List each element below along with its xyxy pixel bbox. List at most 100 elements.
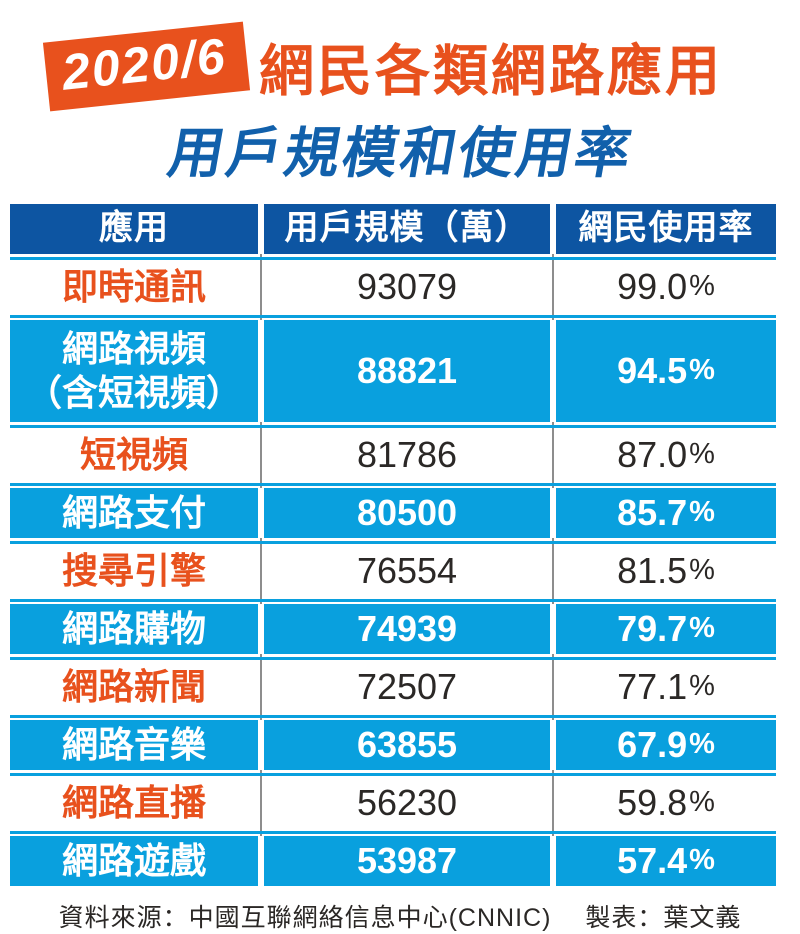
table-header-row: 應用 用戶規模（萬） 網民使用率: [10, 204, 776, 254]
divider-line: [10, 482, 776, 486]
divider-line: [10, 256, 776, 260]
usage-number: 87.0: [617, 434, 688, 476]
usage-rate-value: 99.0%: [556, 262, 776, 312]
usage-number: 67.9: [617, 724, 688, 766]
header-user-scale: 用戶規模（萬）: [264, 204, 550, 254]
row-divider: [10, 828, 776, 836]
percent-sign: %: [689, 844, 715, 877]
divider-line: [10, 830, 776, 834]
app-name: 網路支付: [10, 488, 258, 538]
column-gutter: [258, 204, 264, 254]
app-name: 網路新聞: [10, 662, 258, 712]
column-gutter: [550, 320, 556, 422]
app-name: 短視頻: [10, 430, 258, 480]
page-title-line1: 網民各類網路應用: [258, 40, 723, 102]
app-name: 網路購物: [10, 604, 258, 654]
date-badge: 2020/6: [42, 21, 250, 111]
usage-rate-value: 79.7%: [556, 604, 776, 654]
column-gutter: [258, 320, 264, 422]
table-row: 網路音樂 63855 67.9%: [10, 720, 776, 770]
usage-number: 99.0: [617, 266, 688, 308]
usage-rate-value: 81.5%: [556, 546, 776, 596]
column-gutter: [550, 204, 556, 254]
row-divider: [10, 422, 776, 430]
usage-number: 94.5: [617, 350, 688, 392]
row-divider: [10, 538, 776, 546]
percent-sign: %: [689, 438, 715, 471]
user-scale-value: 93079: [264, 262, 550, 312]
table-row: 網路視頻 （含短視頻） 88821 94.5%: [10, 320, 776, 422]
table-row: 網路直播 56230 59.8%: [10, 778, 776, 828]
app-name: 網路直播: [10, 778, 258, 828]
usage-rate-value: 94.5%: [556, 320, 776, 422]
app-name: 網路視頻 （含短視頻）: [10, 320, 258, 422]
table-row: 網路購物 74939 79.7%: [10, 604, 776, 654]
divider-line: [10, 424, 776, 428]
app-name: 網路遊戲: [10, 836, 258, 886]
row-divider: [10, 312, 776, 320]
footer: 資料來源：中國互聯網絡信息中心(CNNIC) 製表：葉文義: [0, 898, 800, 934]
divider-line: [10, 772, 776, 776]
column-gutter: [258, 720, 264, 770]
usage-number: 79.7: [617, 608, 688, 650]
column-gutter: [258, 836, 264, 886]
header-application: 應用: [10, 204, 258, 254]
user-scale-value: 53987: [264, 836, 550, 886]
usage-rate-value: 77.1%: [556, 662, 776, 712]
app-name: 網路音樂: [10, 720, 258, 770]
column-gutter: [550, 488, 556, 538]
user-scale-value: 80500: [264, 488, 550, 538]
title-row: 2020/6 網民各類網路應用: [0, 21, 800, 111]
column-gutter: [550, 604, 556, 654]
user-scale-value: 76554: [264, 546, 550, 596]
table-row: 搜尋引擎 76554 81.5%: [10, 546, 776, 596]
percent-sign: %: [689, 728, 715, 761]
percent-sign: %: [689, 786, 715, 819]
usage-rate-value: 85.7%: [556, 488, 776, 538]
column-gutter: [550, 836, 556, 886]
usage-number: 81.5: [617, 550, 688, 592]
divider-line: [10, 598, 776, 602]
table-row: 網路遊戲 53987 57.4%: [10, 836, 776, 886]
app-name: 即時通訊: [10, 262, 258, 312]
percent-sign: %: [689, 670, 715, 703]
table-row: 網路支付 80500 85.7%: [10, 488, 776, 538]
applications-table: 應用 用戶規模（萬） 網民使用率 即時通訊 93079 99.0% 網路視頻 （…: [10, 204, 776, 886]
table-row: 即時通訊 93079 99.0%: [10, 262, 776, 312]
usage-number: 57.4: [617, 840, 688, 882]
column-gridline-2: [552, 204, 554, 886]
user-scale-value: 88821: [264, 320, 550, 422]
usage-number: 59.8: [617, 782, 688, 824]
percent-sign: %: [689, 354, 715, 387]
column-gutter: [550, 720, 556, 770]
percent-sign: %: [689, 554, 715, 587]
row-divider: [10, 596, 776, 604]
user-scale-value: 72507: [264, 662, 550, 712]
usage-rate-value: 57.4%: [556, 836, 776, 886]
divider-line: [10, 714, 776, 718]
title-block: 2020/6 網民各類網路應用 用戶規模和使用率: [0, 0, 800, 188]
row-divider: [10, 654, 776, 662]
divider-line: [10, 540, 776, 544]
percent-sign: %: [689, 270, 715, 303]
row-divider: [10, 254, 776, 262]
page-title-line2: 用戶規模和使用率: [163, 122, 639, 184]
table-row: 短視頻 81786 87.0%: [10, 430, 776, 480]
row-divider: [10, 770, 776, 778]
row-divider: [10, 480, 776, 488]
table-credit: 製表：葉文義: [585, 904, 742, 932]
header-usage-rate: 網民使用率: [556, 204, 776, 254]
user-scale-value: 63855: [264, 720, 550, 770]
divider-line: [10, 314, 776, 318]
user-scale-value: 56230: [264, 778, 550, 828]
percent-sign: %: [689, 496, 715, 529]
column-gutter: [258, 488, 264, 538]
user-scale-value: 81786: [264, 430, 550, 480]
column-gridline-1: [260, 204, 262, 886]
table-row: 網路新聞 72507 77.1%: [10, 662, 776, 712]
divider-line: [10, 656, 776, 660]
percent-sign: %: [689, 612, 715, 645]
row-divider: [10, 712, 776, 720]
usage-rate-value: 59.8%: [556, 778, 776, 828]
usage-rate-value: 87.0%: [556, 430, 776, 480]
